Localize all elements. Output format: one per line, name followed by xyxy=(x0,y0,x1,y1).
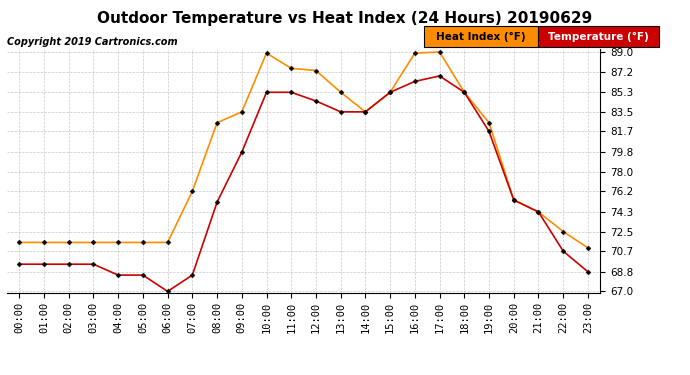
Text: Heat Index (°F): Heat Index (°F) xyxy=(437,32,526,42)
Text: Copyright 2019 Cartronics.com: Copyright 2019 Cartronics.com xyxy=(7,37,177,47)
Text: Temperature (°F): Temperature (°F) xyxy=(548,32,649,42)
Text: Outdoor Temperature vs Heat Index (24 Hours) 20190629: Outdoor Temperature vs Heat Index (24 Ho… xyxy=(97,11,593,26)
